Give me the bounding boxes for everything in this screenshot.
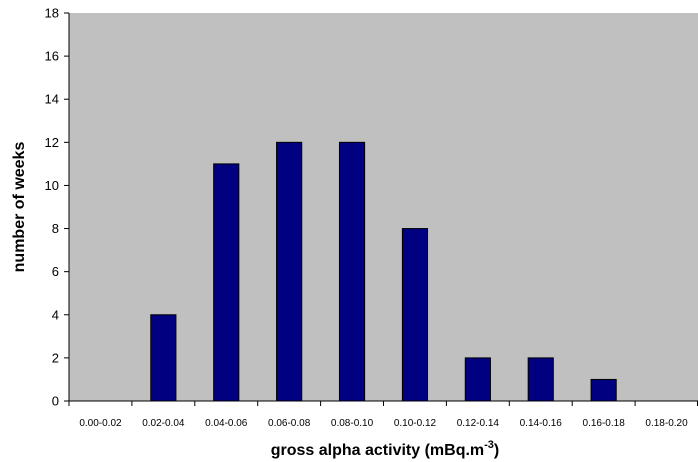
bar	[590, 378, 617, 402]
x-axis-label: gross alpha activity (mBq.m-3)	[271, 439, 500, 459]
y-tick-label: 18	[45, 6, 59, 21]
y-tick-label: 0	[52, 394, 59, 409]
x-tick-label: 0.16-0.18	[583, 418, 626, 429]
x-tick-label: 0.18-0.20	[645, 418, 688, 429]
bar	[213, 163, 240, 402]
y-axis-label: number of weeks	[11, 142, 28, 273]
y-tick-label: 2	[52, 350, 59, 365]
bar	[464, 357, 491, 402]
x-tick-label: 0.04-0.06	[205, 418, 248, 429]
y-tick-label: 12	[45, 135, 59, 150]
bars-group	[150, 141, 617, 402]
y-ticks-group: 0 2 4 6 8 10 12 14 16 18	[45, 6, 69, 409]
x-tick-label: 0.14-0.16	[520, 418, 563, 429]
y-tick-label: 16	[45, 49, 59, 64]
x-axis-label-superscript: -3	[484, 439, 494, 451]
x-tick-label: 0.10-0.12	[394, 418, 437, 429]
bar	[401, 228, 429, 402]
y-tick-label: 14	[45, 92, 59, 107]
bar	[150, 314, 177, 402]
x-tick-label: 0.12-0.14	[457, 418, 500, 429]
x-tick-label: 0.00-0.02	[79, 418, 122, 429]
x-ticks-group: 0.00-0.02 0.02-0.04 0.04-0.06 0.06-0.08 0.08…	[68, 401, 698, 429]
x-tick-label: 0.02-0.04	[142, 418, 185, 429]
x-tick-label: 0.08-0.10	[331, 418, 374, 429]
x-axis-label-main: gross alpha activity (mBq.m	[271, 442, 484, 459]
x-axis-label-suffix: )	[494, 442, 499, 459]
bar	[276, 141, 303, 402]
y-tick-label: 4	[52, 307, 59, 322]
y-tick-label: 10	[45, 178, 59, 193]
bar	[527, 357, 554, 402]
y-tick-label: 8	[52, 221, 59, 236]
y-tick-label: 6	[52, 264, 59, 279]
x-tick-label: 0.06-0.08	[268, 418, 311, 429]
bar	[338, 141, 366, 402]
